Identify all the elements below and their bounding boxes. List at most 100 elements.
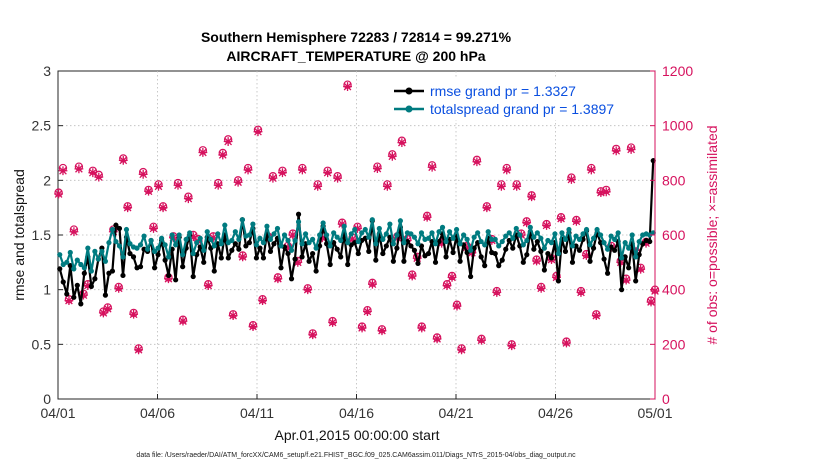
- obs-assimilated-marker: [372, 164, 382, 173]
- legend-entry-rmse: rmse grand pr = 1.3327: [430, 83, 576, 99]
- series-point-rmse: [633, 278, 639, 284]
- series-point-rmse: [88, 283, 94, 289]
- obs-assimilated-marker: [532, 256, 542, 266]
- y-tick-label: 2.5: [32, 118, 52, 134]
- series-point-totalspread: [468, 247, 474, 253]
- series-point-totalspread: [446, 229, 453, 235]
- series-point-totalspread: [478, 238, 484, 245]
- series-point-totalspread: [408, 231, 414, 237]
- series-point-rmse: [432, 259, 439, 265]
- series-point-totalspread: [443, 238, 449, 245]
- series-point-totalspread: [496, 243, 502, 249]
- series-point-totalspread: [271, 231, 277, 237]
- series-point-totalspread: [629, 232, 635, 238]
- series-point-totalspread: [369, 217, 375, 223]
- series-point-totalspread: [636, 238, 642, 245]
- series-point-totalspread: [436, 229, 442, 235]
- series-point-rmse: [166, 272, 172, 279]
- series-point-rmse: [285, 250, 291, 257]
- obs-assimilated-marker: [208, 233, 218, 243]
- series-point-totalspread: [355, 238, 361, 245]
- obs-assimilated-marker: [213, 180, 223, 190]
- series-point-totalspread: [134, 245, 140, 251]
- series-point-totalspread: [229, 237, 235, 244]
- x-tick-label: 04/01: [40, 405, 75, 421]
- series-point-totalspread: [88, 268, 94, 274]
- obs-assimilated-marker: [492, 287, 502, 297]
- series-point-totalspread: [341, 223, 347, 229]
- series-point-rmse: [601, 256, 607, 262]
- series-point-totalspread: [566, 226, 572, 233]
- series-point-rmse: [590, 245, 597, 251]
- series-point-totalspread: [257, 235, 263, 241]
- series-point-totalspread: [513, 225, 519, 232]
- obs-assimilated-marker: [188, 232, 198, 242]
- y2-tick-label: 1200: [662, 63, 693, 79]
- obs-assimilated-marker: [268, 173, 278, 183]
- series-point-totalspread: [176, 232, 182, 238]
- series-point-rmse: [243, 243, 249, 249]
- series-point-rmse: [57, 266, 63, 272]
- x-tick-label: 04/06: [140, 405, 175, 421]
- series-point-rmse: [450, 249, 456, 256]
- series-point-rmse: [211, 268, 217, 274]
- obs-assimilated-marker: [562, 338, 571, 348]
- obs-assimilated-marker: [626, 145, 636, 154]
- series-point-totalspread: [74, 257, 80, 263]
- obs-assimilated-marker: [387, 151, 397, 161]
- series-point-totalspread: [380, 236, 386, 242]
- obs-assimilated-marker: [567, 175, 576, 184]
- series-point-rmse: [267, 248, 274, 254]
- y-tick-label: 3: [43, 63, 51, 79]
- obs-assimilated-marker: [353, 224, 362, 233]
- series-point-totalspread: [95, 256, 101, 262]
- series-point-rmse: [619, 287, 625, 293]
- series-point-rmse: [130, 254, 137, 260]
- obs-assimilated-marker: [223, 137, 233, 146]
- obs-assimilated-marker: [173, 180, 183, 190]
- series-point-rmse: [478, 254, 484, 260]
- series-point-rmse: [499, 257, 505, 263]
- data-file-footnote: data file: /Users/raeder/DAI/ATM_forcXX/…: [136, 452, 576, 459]
- series-point-rmse: [334, 246, 340, 252]
- obs-assimilated-marker: [69, 227, 79, 237]
- series-point-rmse: [306, 258, 312, 264]
- series-point-totalspread: [352, 226, 358, 233]
- series-point-totalspread: [208, 236, 214, 242]
- series-point-totalspread: [120, 254, 126, 260]
- obs-assimilated-marker: [83, 281, 93, 290]
- series-point-totalspread: [148, 237, 154, 244]
- series-point-totalspread: [222, 222, 228, 228]
- obs-assimilated-marker: [507, 341, 517, 351]
- series-point-rmse: [524, 252, 530, 258]
- series-point-rmse: [137, 264, 144, 270]
- series-point-totalspread: [562, 236, 569, 242]
- series-point-rmse: [310, 250, 316, 257]
- obs-assimilated-marker: [243, 165, 253, 175]
- series-point-rmse: [78, 301, 84, 307]
- series-point-totalspread: [401, 240, 407, 246]
- series-point-rmse: [401, 258, 407, 264]
- series-point-totalspread: [573, 233, 579, 239]
- series-point-totalspread: [162, 242, 168, 248]
- obs-assimilated-marker: [114, 283, 124, 293]
- series-point-rmse: [415, 260, 421, 267]
- series-point-rmse: [81, 270, 87, 276]
- series-point-rmse: [60, 279, 66, 285]
- obs-assimilated-marker: [382, 181, 392, 191]
- obs-assimilated-marker: [397, 138, 407, 148]
- obs-assimilated-marker: [392, 233, 402, 243]
- obs-assimilated-marker: [303, 285, 313, 295]
- obs-assimilated-marker: [333, 173, 343, 183]
- obs-assimilated-marker: [472, 157, 482, 167]
- series-point-totalspread: [612, 236, 618, 242]
- series-point-totalspread: [587, 242, 593, 248]
- series-point-totalspread: [67, 249, 73, 256]
- series-point-totalspread: [71, 266, 77, 272]
- series-point-totalspread: [534, 230, 540, 236]
- y2-tick-label: 400: [662, 282, 686, 298]
- series-point-rmse: [626, 265, 632, 271]
- series-point-totalspread: [299, 241, 305, 247]
- series-point-totalspread: [485, 229, 491, 235]
